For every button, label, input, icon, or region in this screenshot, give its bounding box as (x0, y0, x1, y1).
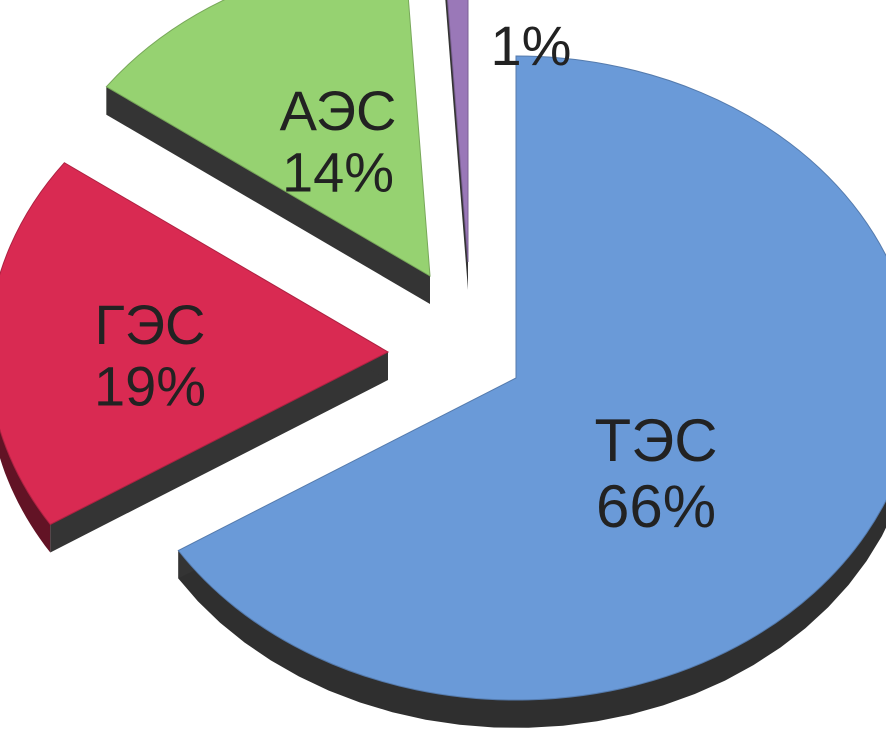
pie-slice-wall (106, 86, 431, 304)
pie-slice (0, 162, 390, 526)
slice-value-label: 19% (94, 355, 206, 418)
pie-slice-wall (445, 0, 468, 290)
pie-slice-group (105, 0, 431, 304)
slice-category-label: ТЭС (594, 407, 717, 474)
pie-slice-group (445, 0, 469, 290)
pie-slice (447, 0, 469, 263)
slice-category-label: ГЭС (94, 293, 205, 356)
pie-slice-group (177, 55, 886, 728)
pie-slice (177, 55, 886, 701)
pie-slice-wall (50, 352, 389, 553)
slice-value-label: 66% (596, 473, 716, 540)
slice-category-label: АЭС (280, 79, 397, 142)
slice-value-label: 1% (491, 14, 572, 77)
pie-slice (105, 0, 431, 277)
slice-value-label: 14% (282, 141, 394, 204)
pie-slice-group (0, 162, 390, 553)
